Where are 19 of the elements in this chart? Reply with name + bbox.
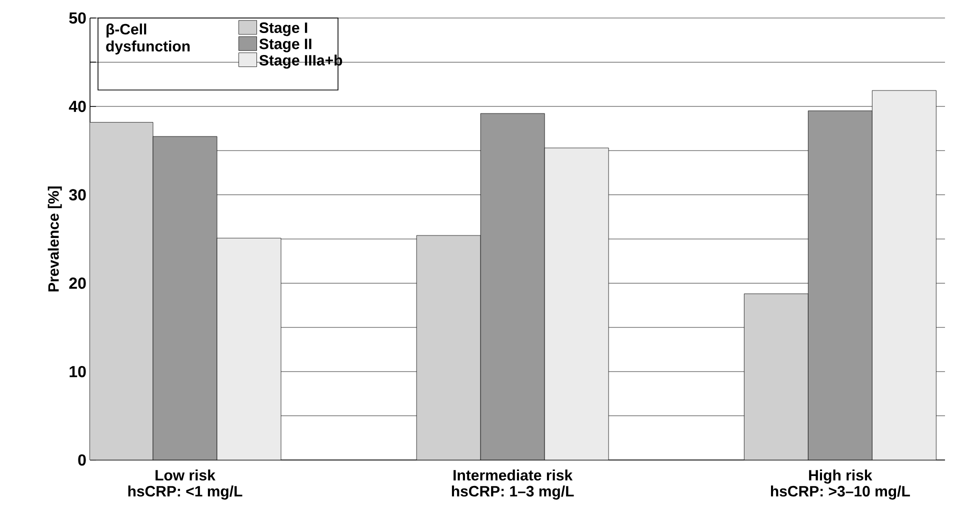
y-tick-label: 10 (70, 366, 86, 378)
bar (544, 148, 609, 460)
y-axis-title: Prevalence [%] (48, 186, 62, 292)
legend-label: Stage I (259, 22, 308, 36)
bar (152, 136, 218, 460)
bar (480, 113, 545, 460)
legend-title: β-Cell dysfunction (106, 24, 190, 54)
y-tick-label: 30 (69, 189, 86, 200)
bar (216, 238, 282, 460)
legend-label: Stage II (259, 38, 312, 52)
y-tick-label: 50 (69, 12, 86, 24)
x-tick-label: Intermediate risk hsCRP: 1–3 mg/L (452, 470, 574, 500)
y-tick-label: 20 (69, 278, 86, 289)
y-tick-label: 0 (78, 454, 86, 466)
bar (808, 110, 872, 460)
y-tick-label: 40 (68, 100, 86, 112)
x-tick-label: Low risk hsCRP: <1 mg/L (128, 470, 242, 500)
x-tick-label: High risk hsCRP: >3–10 mg/L (771, 470, 910, 500)
bar (872, 90, 936, 460)
